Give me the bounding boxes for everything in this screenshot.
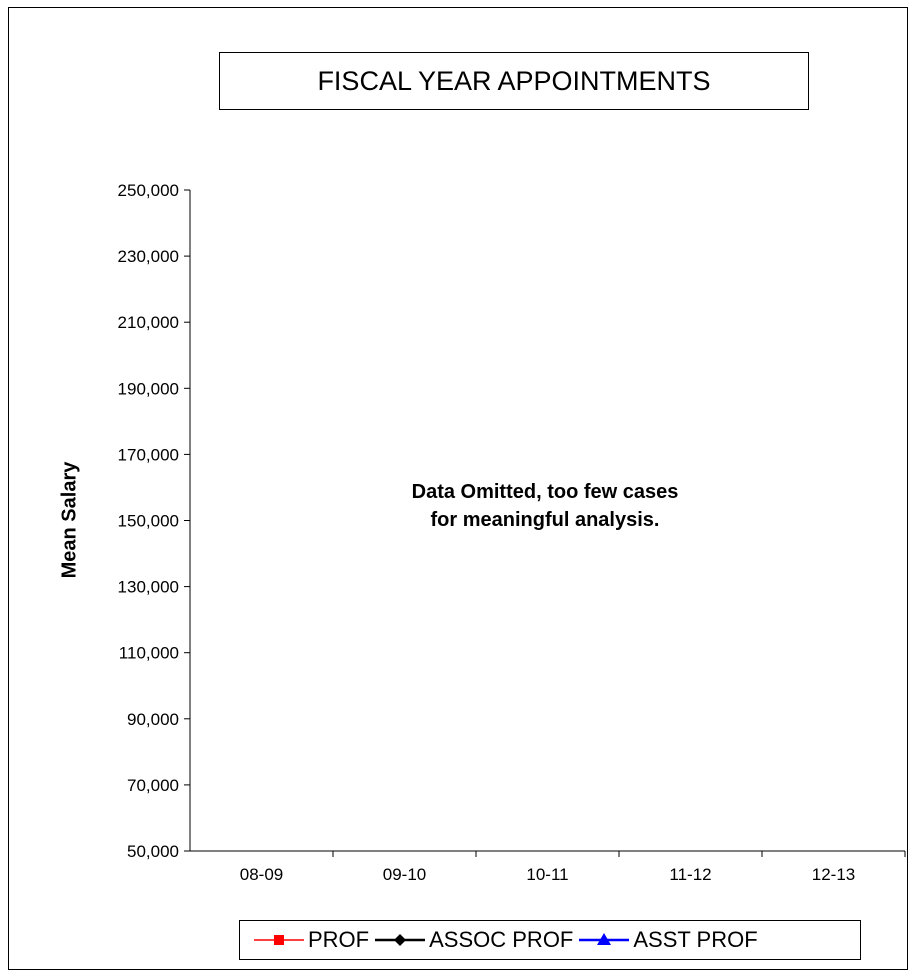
y-tick-label: 110,000 [119, 644, 179, 663]
data-omitted-note: Data Omitted, too few cases for meaningf… [411, 481, 679, 531]
y-tick-label: 190,000 [118, 379, 179, 398]
x-tick-label: 09-10 [383, 865, 426, 884]
legend-item-prof: PROF [254, 927, 369, 953]
x-tick-label: 08-09 [240, 865, 283, 884]
chart-title: FISCAL YEAR APPOINTMENTS [219, 52, 809, 110]
triangle-marker-icon [579, 933, 630, 945]
y-axis-label: Mean Salary [58, 461, 81, 579]
legend-item-asst-prof: ASST PROF [579, 927, 758, 953]
y-tick-label: 250,000 [118, 181, 179, 200]
x-tick-label: 12-13 [812, 865, 855, 884]
y-tick-label: 90,000 [127, 710, 179, 729]
y-tick-label: 170,000 [118, 445, 179, 464]
chart-frame [8, 7, 908, 970]
legend-item-assoc-prof: ASSOC PROF [375, 927, 573, 953]
y-tick-label: 150,000 [118, 512, 179, 531]
y-tick-label: 210,000 [118, 313, 179, 332]
x-tick-label: 11-12 [669, 865, 711, 884]
square-marker-icon [254, 935, 304, 945]
y-tick-label: 50,000 [127, 842, 179, 861]
y-tick-label: 130,000 [118, 578, 179, 597]
legend-label-asst-prof: ASST PROF [633, 927, 758, 952]
x-tick-label: 10-11 [526, 865, 568, 884]
legend-label-assoc-prof: ASSOC PROF [429, 927, 574, 952]
y-tick-label: 70,000 [127, 776, 179, 795]
y-tick-label: 230,000 [118, 247, 179, 266]
chart-legend: PROF ASSOC PROF ASST PROF [239, 920, 861, 960]
diamond-marker-icon [375, 934, 426, 946]
legend-label-prof: PROF [308, 927, 370, 952]
